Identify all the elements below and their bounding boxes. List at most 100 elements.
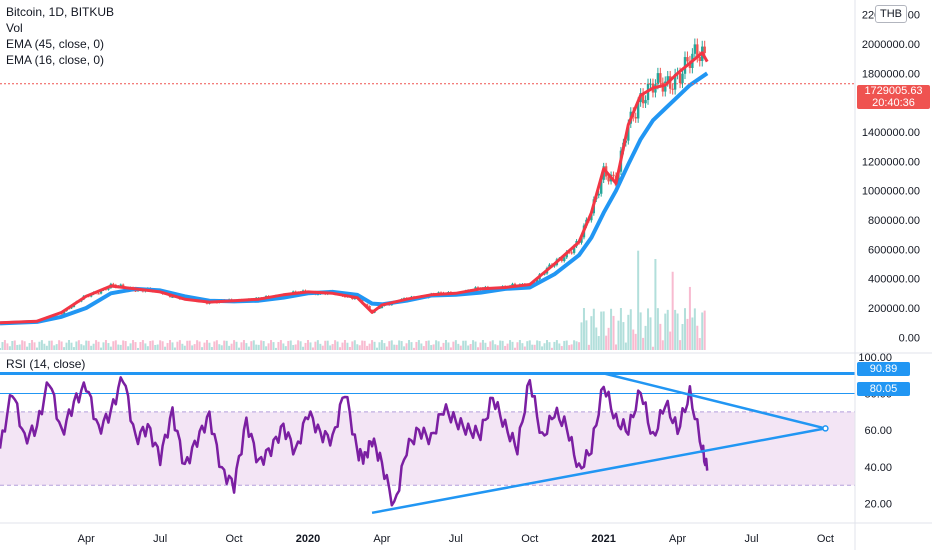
volume-bar — [432, 344, 435, 350]
volume-bar — [316, 340, 319, 350]
volume-bar — [314, 341, 317, 350]
volume-bar — [104, 340, 107, 350]
volume-bar — [43, 343, 46, 350]
volume-bar — [383, 343, 386, 350]
volume-bar — [676, 313, 679, 350]
volume-bar — [77, 340, 80, 350]
candle-body — [107, 287, 110, 290]
volume-bar — [541, 346, 544, 350]
price-axis-tick: 1000000.00 — [862, 186, 920, 198]
volume-bar — [427, 340, 430, 350]
volume-bar — [176, 341, 179, 350]
volume-bar — [412, 347, 415, 350]
volume-bar — [474, 341, 477, 350]
volume-bar — [644, 325, 647, 350]
volume-bar — [590, 316, 593, 350]
volume-bar — [622, 322, 625, 350]
legend-symbol[interactable]: Bitcoin, 1D, BITKUB — [6, 5, 115, 19]
volume-bar — [87, 340, 90, 350]
volume-bar — [267, 343, 270, 350]
volume-bar — [260, 340, 263, 350]
volume-bar — [649, 317, 652, 350]
volume-bar — [188, 340, 191, 350]
volume-bar — [686, 318, 689, 350]
rsi-pane[interactable] — [0, 372, 855, 515]
volume-bar — [582, 308, 585, 350]
volume-bar — [442, 342, 445, 350]
volume-bar — [634, 333, 637, 350]
volume-bar — [703, 310, 706, 350]
volume-bar — [553, 341, 556, 350]
volume-bar — [647, 308, 650, 350]
volume-bar — [632, 329, 635, 350]
volume-bar — [238, 347, 241, 350]
volume-bar — [462, 340, 465, 350]
rsi-legend[interactable]: RSI (14, close) — [6, 357, 86, 371]
volume-bar — [107, 343, 110, 350]
volume-bar — [481, 340, 484, 350]
volume-bar — [555, 340, 558, 350]
candle-body — [636, 102, 640, 119]
time-axis-tick: Jul — [153, 533, 167, 545]
volume-bar — [55, 344, 58, 350]
candle-body — [563, 257, 566, 261]
volume-bar — [97, 341, 100, 350]
currency-unit-badge[interactable]: THB — [875, 5, 907, 23]
volume-bar — [511, 341, 514, 350]
volume-bar — [408, 340, 411, 350]
price-pane[interactable] — [0, 38, 855, 350]
volume-bar — [228, 345, 231, 350]
rsi-line — [0, 376, 709, 507]
legend-ema-fast[interactable]: EMA (16, close, 0) — [6, 53, 105, 67]
candle-body — [134, 290, 137, 292]
volume-bar — [299, 341, 302, 350]
volume-bar — [361, 340, 364, 350]
legend-vol[interactable]: Vol — [6, 21, 23, 35]
ema-16-line — [0, 51, 709, 325]
volume-bar — [82, 345, 85, 350]
volume-bar — [193, 344, 196, 350]
volume-bar — [287, 340, 290, 350]
volume-bar — [183, 345, 186, 350]
volume-bar — [1, 342, 4, 350]
volume-bar — [550, 347, 553, 350]
candle-body — [673, 74, 677, 90]
legend-ema-slow[interactable]: EMA (45, close, 0) — [6, 37, 105, 51]
candle-body — [365, 304, 369, 306]
volume-bar — [257, 344, 260, 350]
volume-bar — [247, 346, 250, 350]
volume-bar — [311, 347, 314, 350]
last-price-tag: 1729005.63 20:40:36 — [857, 85, 930, 109]
volume-bar — [45, 345, 48, 350]
volume-bar — [479, 342, 482, 350]
volume-bar — [343, 340, 346, 350]
volume-bar — [67, 340, 70, 350]
volume-bar — [378, 342, 381, 350]
candle-body — [634, 116, 637, 119]
volume-bar — [0, 348, 1, 350]
rsi-resistance-trendline — [603, 372, 826, 430]
volume-bar — [334, 340, 337, 350]
volume-bar — [472, 340, 475, 350]
ema-45-line — [0, 71, 709, 326]
volume-bar — [156, 344, 159, 350]
price-axis-tick: 2000000.00 — [862, 39, 920, 51]
volume-bar — [31, 340, 34, 350]
volume-bar — [72, 347, 75, 350]
volume-bar — [112, 341, 115, 350]
volume-bar — [390, 340, 393, 350]
volume-bar — [28, 343, 31, 350]
volume-bar — [250, 341, 253, 350]
volume-bar — [205, 340, 208, 350]
volume-bar — [213, 341, 216, 350]
volume-bar — [353, 340, 356, 350]
volume-bar — [3, 340, 6, 350]
volume-bar — [129, 343, 132, 350]
volume-bar — [570, 344, 573, 350]
candle-body — [60, 313, 63, 315]
volume-bar — [664, 313, 667, 350]
volume-bar — [368, 343, 371, 350]
volume-bar — [506, 343, 509, 350]
bar-countdown: 20:40:36 — [872, 97, 915, 109]
